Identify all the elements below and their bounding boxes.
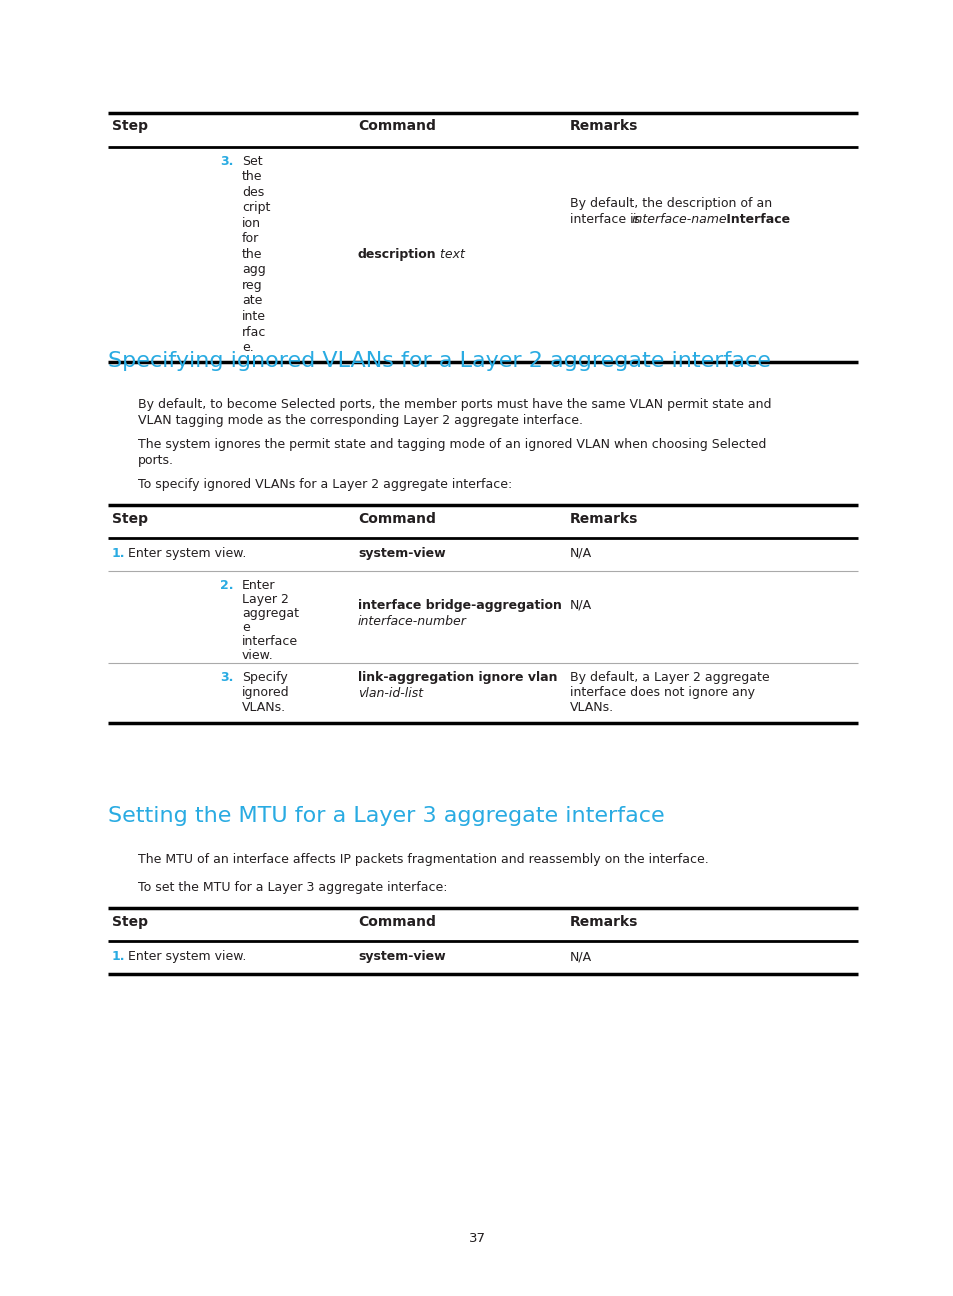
Text: system-view: system-view — [357, 950, 445, 963]
Text: Setting the MTU for a Layer 3 aggregate interface: Setting the MTU for a Layer 3 aggregate … — [108, 806, 664, 826]
Text: ion: ion — [242, 216, 261, 229]
Text: 1.: 1. — [112, 547, 126, 560]
Text: Interface: Interface — [721, 213, 789, 226]
Text: N/A: N/A — [569, 547, 592, 560]
Text: Specify: Specify — [242, 671, 288, 684]
Text: Enter: Enter — [242, 579, 275, 592]
Text: aggregat: aggregat — [242, 607, 298, 619]
Text: interface-name: interface-name — [631, 213, 727, 226]
Text: By default, to become Selected ports, the member ports must have the same VLAN p: By default, to become Selected ports, th… — [138, 398, 771, 411]
Text: The MTU of an interface affects IP packets fragmentation and reassembly on the i: The MTU of an interface affects IP packe… — [138, 853, 708, 866]
Text: interface is: interface is — [569, 213, 643, 226]
Text: 2.: 2. — [220, 579, 233, 592]
Text: ate: ate — [242, 294, 262, 307]
Text: Set: Set — [242, 156, 262, 168]
Text: des: des — [242, 187, 264, 200]
Text: 3.: 3. — [220, 156, 233, 168]
Text: Layer 2: Layer 2 — [242, 594, 289, 607]
Text: for: for — [242, 232, 259, 245]
Text: 3.: 3. — [220, 671, 233, 684]
Text: interface does not ignore any: interface does not ignore any — [569, 686, 754, 699]
Text: By default, the description of an: By default, the description of an — [569, 197, 771, 210]
Text: Command: Command — [357, 119, 436, 133]
Text: link-aggregation ignore vlan: link-aggregation ignore vlan — [357, 671, 557, 684]
Text: 37: 37 — [468, 1231, 485, 1244]
Text: The system ignores the permit state and tagging mode of an ignored VLAN when cho: The system ignores the permit state and … — [138, 438, 765, 451]
Text: Remarks: Remarks — [569, 512, 638, 526]
Text: agg: agg — [242, 263, 266, 276]
Text: Remarks: Remarks — [569, 915, 638, 929]
Text: cript: cript — [242, 201, 270, 215]
Text: interface-number: interface-number — [357, 616, 466, 629]
Text: the: the — [242, 171, 262, 184]
Text: vlan-id-list: vlan-id-list — [357, 687, 423, 700]
Text: 1.: 1. — [112, 950, 126, 963]
Text: interface: interface — [242, 635, 297, 648]
Text: interface bridge-aggregation: interface bridge-aggregation — [357, 599, 561, 612]
Text: To specify ignored VLANs for a Layer 2 aggregate interface:: To specify ignored VLANs for a Layer 2 a… — [138, 478, 512, 491]
Text: inte: inte — [242, 310, 266, 323]
Text: Specifying ignored VLANs for a Layer 2 aggregate interface: Specifying ignored VLANs for a Layer 2 a… — [108, 351, 770, 371]
Text: rfac: rfac — [242, 325, 266, 338]
Text: VLANs.: VLANs. — [569, 701, 614, 714]
Text: VLAN tagging mode as the corresponding Layer 2 aggregate interface.: VLAN tagging mode as the corresponding L… — [138, 413, 582, 426]
Text: Remarks: Remarks — [569, 119, 638, 133]
Text: To set the MTU for a Layer 3 aggregate interface:: To set the MTU for a Layer 3 aggregate i… — [138, 881, 447, 894]
Text: Command: Command — [357, 915, 436, 929]
Text: Enter system view.: Enter system view. — [128, 950, 246, 963]
Text: ports.: ports. — [138, 454, 173, 467]
Text: N/A: N/A — [569, 950, 592, 963]
Text: ignored: ignored — [242, 686, 290, 699]
Text: .: . — [774, 213, 779, 226]
Text: system-view: system-view — [357, 547, 445, 560]
Text: view.: view. — [242, 649, 274, 662]
Text: e: e — [242, 621, 250, 634]
Text: the: the — [242, 248, 262, 260]
Text: N/A: N/A — [569, 599, 592, 612]
Text: e.: e. — [242, 341, 253, 354]
Text: VLANs.: VLANs. — [242, 701, 286, 714]
Text: By default, a Layer 2 aggregate: By default, a Layer 2 aggregate — [569, 671, 769, 684]
Text: description: description — [357, 248, 436, 260]
Text: Step: Step — [112, 119, 148, 133]
Text: reg: reg — [242, 279, 262, 292]
Text: Step: Step — [112, 915, 148, 929]
Text: Step: Step — [112, 512, 148, 526]
Text: Enter system view.: Enter system view. — [128, 547, 246, 560]
Text: Command: Command — [357, 512, 436, 526]
Text: text: text — [436, 248, 464, 260]
